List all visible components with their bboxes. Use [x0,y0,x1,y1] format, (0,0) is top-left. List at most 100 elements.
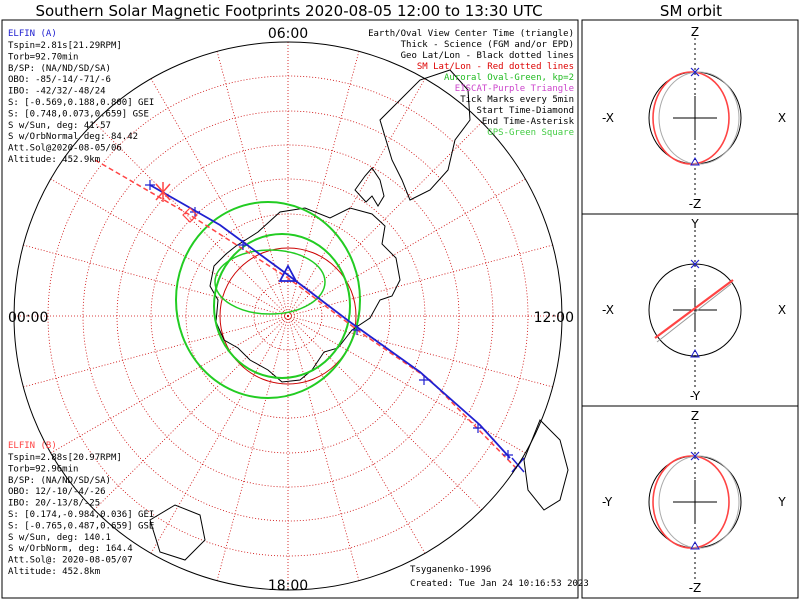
mlt-label-top: 06:00 [268,26,308,42]
orbit-frame [581,19,799,599]
longitude-line [23,244,289,317]
legend-entry: Start Time-Diamond [476,106,574,116]
longitude-line [150,78,289,317]
longitude-line [287,51,360,317]
longitude-line [287,244,553,317]
orbit-view-triangle [690,348,700,358]
orbit-panel-xy: Y -Y -X X [602,217,786,403]
orbit-axis-right: X [778,303,786,317]
satellite-name: ELFIN (A) [8,29,57,39]
satellite-info-line: S: [-0.765,0.487,0.659] GSE [8,521,154,531]
africa-coastline [523,419,569,511]
orbit-axis-right: Y [777,495,786,509]
view-center-triangle [278,264,298,282]
satellite-info-line: Att.Sol@: 2020-08-05/07 [8,556,133,566]
latitude-circle [219,247,357,385]
legend-entry: Earth/Oval View Center Time (triangle) [368,29,574,39]
footprint-tracks [94,159,525,473]
auroral-ovals [175,201,361,399]
orbit-axis-left: -X [602,303,614,317]
legend: Earth/Oval View Center Time (triangle)Th… [368,29,574,138]
satellite-info-line: S w/OrbNorm, deg: 164.4 [8,544,133,554]
legend-entry: Geo Lat/Lon - Black dotted lines [401,51,574,61]
ela-orbit [656,283,732,343]
page-title: Southern Solar Magnetic Footprints 2020-… [35,2,543,20]
polar-map [13,41,569,591]
orbit-end-asterisk [690,259,700,269]
south-america-coastline [379,69,471,201]
map-frame [1,19,579,599]
satellite-info-line: Torb=92.96min [8,464,78,474]
satellite-name: ELFIN (B) [8,441,57,451]
auroral-oval-cap [214,249,326,315]
elb-info-block: ELFIN (B) Tspin=2.88s[20.97RPM]Torb=92.96… [8,441,154,577]
orbit-panel-yz: Z -Z -Y Y [602,409,786,595]
antarctica-coastline [209,207,401,383]
legend-entry: Tick Marks every 5min [460,95,574,105]
orbit-axis-right: X [778,111,786,125]
satellite-info-line: Tspin=2.81s[21.29RPM] [8,41,122,51]
orbit-axis-top: Y [690,217,699,231]
satellite-info-line: B/SP: (NA/ND/SD/SA) [8,476,111,486]
mlt-label-bottom: 18:00 [268,578,308,594]
satellite-info-line: OBO: -85/-14/-71/-6 [8,75,111,85]
latitude-circle [150,178,426,454]
auroral-oval-outer [175,201,361,399]
legend-entry: GPS-Green Square [487,128,574,138]
elb-end-asterisk [155,182,171,202]
longitude-line [287,78,426,317]
legend-entry: End Time-Asterisk [482,117,575,127]
satellite-info-line: S w/OrbNormal deg: 84.42 [8,132,138,142]
longitude-line [93,121,289,317]
longitude-line [50,315,289,454]
longitude-line [287,178,526,317]
created-label: Created: Tue Jan 24 10:16:53 2023 [410,579,589,589]
ela-tick-mark [145,180,155,190]
satellite-info-line: S: [0.174,-0.984,0.036] GEI [8,510,154,520]
longitude-line [216,315,289,581]
satellite-info-line: Tspin=2.88s[20.97RPM] [8,453,122,463]
legend-entry: SM Lat/Lon - Red dotted lines [417,62,574,72]
ela-tick-mark [238,240,248,250]
orbit-axis-top: Z [691,409,699,423]
map-boundary-circle [13,41,563,591]
orbit-end-asterisk [690,451,700,461]
orbit-axis-bottom: -Z [689,197,702,211]
orbit-axis-left: -X [602,111,614,125]
longitude-line [23,315,289,388]
legend-entry: Auroral Oval-Green, kp=2 [444,73,574,83]
satellite-info-line: OBO: 12/-10/-4/-26 [8,487,106,497]
ela-info-block: ELFIN (A) Tspin=2.81s[21.29RPM]Torb=92.70… [8,29,154,165]
legend-entry: Thick - Science (FGM and/or EPD) [401,40,574,50]
satellite-info-line: IBO: -42/32/-48/24 [8,87,106,97]
model-label: Tsyganenko-1996 [410,565,491,575]
elb-orbit [654,279,734,339]
elb-start-diamond [182,207,198,223]
longitude-line [50,178,289,317]
satellite-info-line: Torb=92.70min [8,52,78,62]
ela-tick-mark [352,325,362,335]
longitude-line [287,315,553,388]
coastlines [149,69,569,561]
orbit-view-triangle [690,156,700,166]
longitude-line [287,315,360,581]
satellite-info-line: IBO: 20/-13/8/-25 [8,499,100,509]
longitude-line [287,315,426,554]
mlt-label-left: 00:00 [8,310,48,326]
legend-entry: EISCAT-Purple Triangle [455,84,574,94]
longitude-line [287,315,483,511]
longitude-line [93,315,289,511]
ela-tick-mark [419,375,429,385]
longitude-line [150,315,289,554]
orbit-panel-xz: Z -Z -X X [602,25,786,211]
ela-tick-mark [190,207,200,217]
satellite-info-line: Altitude: 452.8km [8,567,100,577]
orbit-axis-bottom: -Z [689,581,702,595]
australia-coastline [149,504,206,561]
longitude-line [287,121,483,317]
auroral-oval-inner [213,233,351,379]
satellite-info-line: Altitude: 452.9km [8,155,100,165]
orbit-axis-left: -Y [602,495,613,509]
orbit-axis-top: Z [691,25,699,39]
